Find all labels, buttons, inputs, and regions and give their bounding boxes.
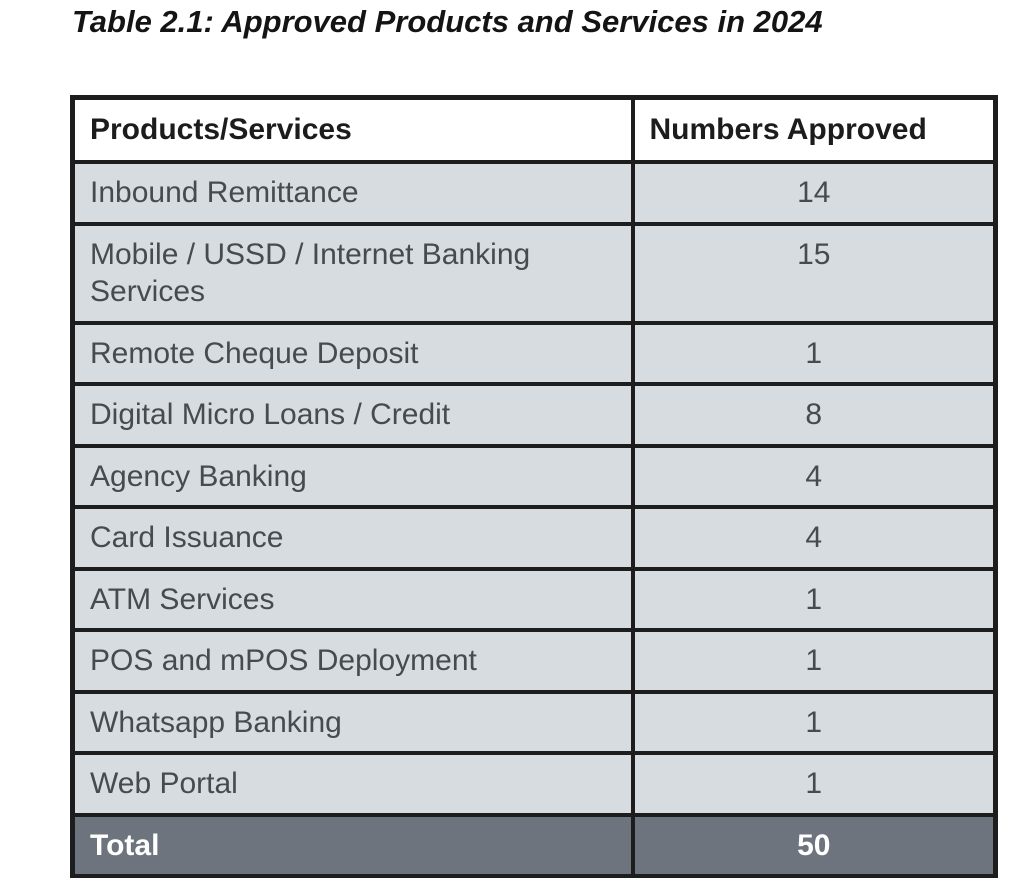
- approved-count: 1: [630, 628, 998, 694]
- product-label: Agency Banking: [70, 443, 635, 509]
- table-caption: Table 2.1: Approved Products and Service…: [72, 4, 823, 39]
- product-label: Whatsapp Banking: [70, 689, 635, 755]
- table-row: Inbound Remittance 14: [70, 160, 998, 226]
- table-row: Agency Banking 4: [70, 443, 998, 509]
- approved-count: 15: [630, 221, 998, 325]
- table-row: Digital Micro Loans / Credit 8: [70, 382, 998, 448]
- product-label: POS and mPOS Deployment: [70, 628, 635, 694]
- table-row: Remote Cheque Deposit 1: [70, 320, 998, 386]
- table-row: ATM Services 1: [70, 566, 998, 632]
- approved-count: 14: [630, 160, 998, 226]
- table-row: Mobile / USSD / Internet Banking Service…: [70, 221, 998, 325]
- approved-count: 8: [630, 382, 998, 448]
- product-label: Digital Micro Loans / Credit: [70, 382, 635, 448]
- table-row: POS and mPOS Deployment 1: [70, 628, 998, 694]
- product-label: Remote Cheque Deposit: [70, 320, 635, 386]
- approved-count: 4: [630, 443, 998, 509]
- table-row: Web Portal 1: [70, 751, 998, 817]
- approved-count: 1: [630, 689, 998, 755]
- table-row: Whatsapp Banking 1: [70, 689, 998, 755]
- table-total-row: Total 50: [70, 812, 998, 878]
- product-label: Card Issuance: [70, 505, 635, 571]
- product-label: Mobile / USSD / Internet Banking Service…: [70, 221, 635, 325]
- total-label: Total: [70, 812, 635, 878]
- total-count: 50: [630, 812, 998, 878]
- product-label: ATM Services: [70, 566, 635, 632]
- product-label: Web Portal: [70, 751, 635, 817]
- approved-count: 1: [630, 320, 998, 386]
- column-header-products-services: Products/Services: [70, 95, 635, 164]
- table-row: Card Issuance 4: [70, 505, 998, 571]
- approved-products-table: Products/Services Numbers Approved Inbou…: [70, 95, 998, 878]
- column-header-numbers-approved: Numbers Approved: [630, 95, 998, 164]
- table-header-row: Products/Services Numbers Approved: [70, 95, 998, 164]
- approved-count: 4: [630, 505, 998, 571]
- product-label: Inbound Remittance: [70, 160, 635, 226]
- approved-count: 1: [630, 566, 998, 632]
- approved-count: 1: [630, 751, 998, 817]
